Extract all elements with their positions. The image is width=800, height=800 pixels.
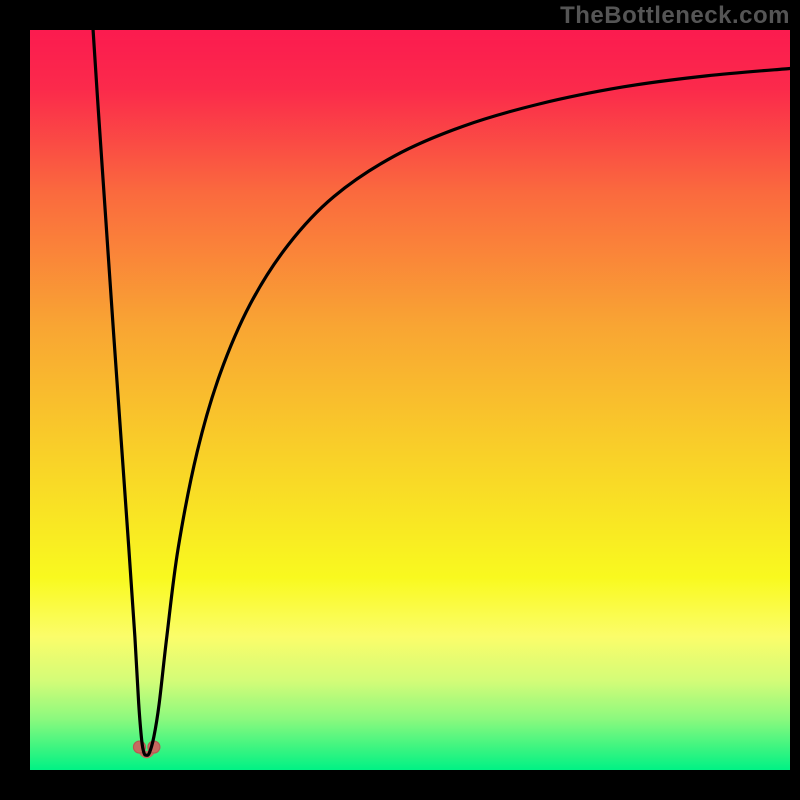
watermark-text: TheBottleneck.com — [560, 2, 790, 30]
plot-area — [30, 30, 790, 770]
chart-frame: TheBottleneck.com — [0, 0, 800, 800]
gradient-background — [30, 30, 790, 770]
gradient-chart-svg — [30, 30, 790, 770]
